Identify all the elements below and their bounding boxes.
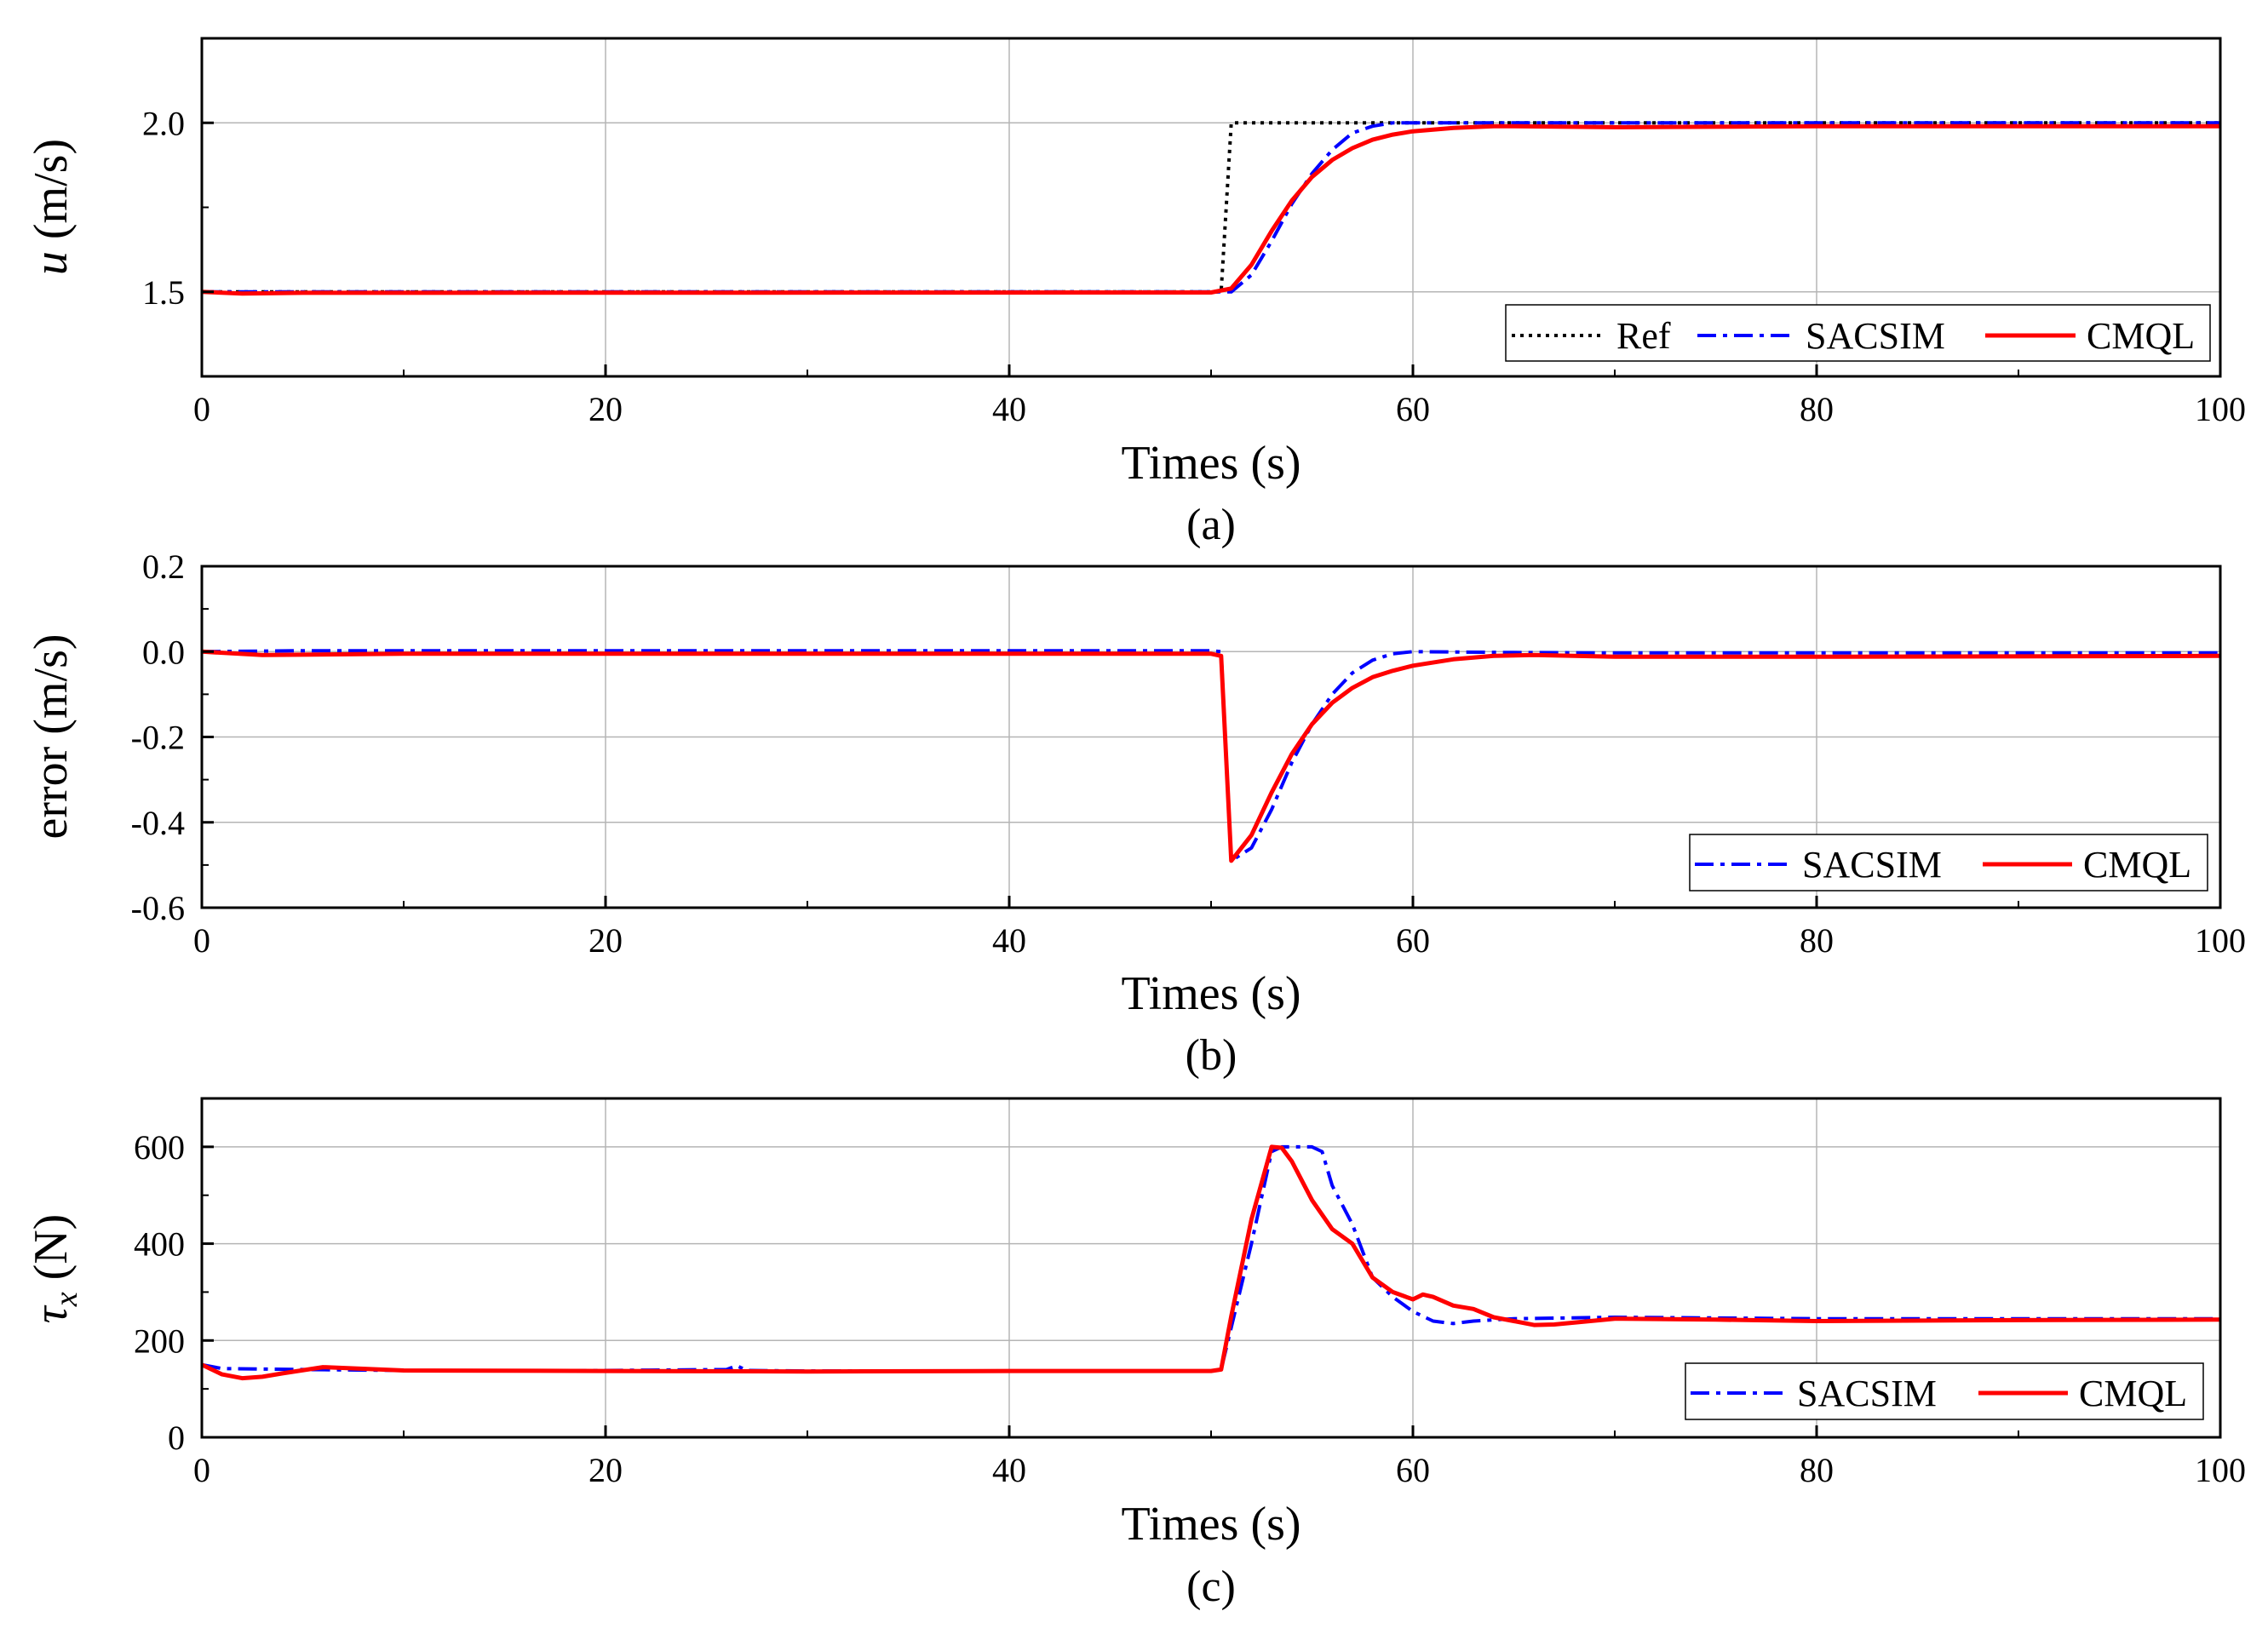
- series-line-sacsim: [202, 121, 2220, 294]
- panel-c-ylabel: τx (N): [25, 1214, 84, 1324]
- panel-c-ticks: 0 20 40 60 80 100 0 200 400 600: [134, 1128, 2246, 1489]
- series-line-sacsim: [202, 1144, 2220, 1373]
- y-tick-label: 600: [134, 1128, 185, 1167]
- panel-b-series: [202, 649, 2220, 863]
- x-tick-label: 100: [2195, 1451, 2246, 1489]
- panel-a-series: [202, 121, 2220, 296]
- panel-c-ylabel-unit: (N): [25, 1214, 78, 1293]
- y-tick-label: 2.0: [142, 104, 185, 142]
- y-tick-label: -0.6: [131, 889, 185, 927]
- panel-a-u-velocity: 0 20 40 60 80 100 1.5 2.0 u (m/s) Times (s) (a)…: [25, 37, 2246, 549]
- x-tick-label: 60: [1396, 1451, 1430, 1489]
- x-tick-label: 20: [589, 921, 623, 960]
- panel-b-legend: SACSIM CMQL: [1689, 834, 2208, 892]
- x-tick-label: 80: [1800, 921, 1834, 960]
- y-tick-label: 0.2: [142, 548, 185, 586]
- panel-a-legend-box: [1505, 304, 2211, 362]
- panel-c-grid: [202, 1098, 2220, 1437]
- panel-b-ylabel: error (m/s): [25, 634, 78, 839]
- y-tick-label: -0.2: [131, 719, 185, 757]
- legend-label-sacsim: SACSIM: [1806, 315, 1945, 357]
- x-tick-label: 80: [1800, 390, 1834, 428]
- series-line-cmql: [202, 123, 2220, 296]
- panel-c-caption: (c): [1186, 1562, 1236, 1611]
- y-tick-label: 1.5: [142, 273, 185, 312]
- y-tick-label: 0: [168, 1419, 185, 1457]
- y-tick-label: 400: [134, 1225, 185, 1264]
- x-tick-label: 100: [2195, 390, 2246, 428]
- panel-a-ylabel: u (m/s): [25, 139, 78, 275]
- series-line-cmql: [202, 1144, 2220, 1381]
- panel-a-caption: (a): [1186, 501, 1236, 549]
- series-line-ref: [202, 121, 2220, 294]
- panel-c-legend: SACSIM CMQL: [1685, 1362, 2204, 1420]
- y-tick-label: 0.0: [142, 633, 185, 671]
- legend-label-ref: Ref: [1616, 315, 1671, 357]
- x-tick-label: 0: [193, 1451, 210, 1489]
- x-tick-label: 40: [992, 921, 1026, 960]
- panel-b-ticks: 0 20 40 60 80 100 -0.6 -0.4 -0.2 0.0 0.2: [131, 548, 2246, 960]
- panel-a-ylabel-unit: (m/s): [25, 139, 78, 251]
- panel-c-xlabel: Times (s): [1121, 1498, 1301, 1551]
- x-tick-label: 0: [193, 921, 210, 960]
- panel-a-xlabel: Times (s): [1121, 437, 1301, 490]
- x-tick-label: 80: [1800, 1451, 1834, 1489]
- x-tick-label: 20: [589, 390, 623, 428]
- legend-label-cmql: CMQL: [2079, 1373, 2187, 1414]
- panel-c-ylabel-subscript: x: [49, 1292, 84, 1307]
- legend-label-sacsim: SACSIM: [1797, 1373, 1937, 1414]
- y-tick-label: -0.4: [131, 804, 185, 842]
- x-tick-label: 40: [992, 1451, 1026, 1489]
- x-tick-label: 0: [193, 390, 210, 428]
- panel-c-series: [202, 1144, 2220, 1381]
- series-line-sacsim: [202, 649, 2220, 863]
- panel-b-xlabel: Times (s): [1121, 967, 1301, 1020]
- legend-label-cmql: CMQL: [2083, 844, 2191, 886]
- legend-label-sacsim: SACSIM: [1802, 844, 1942, 886]
- legend-label-cmql: CMQL: [2087, 315, 2195, 357]
- x-tick-label: 100: [2195, 921, 2246, 960]
- panel-c-ylabel-symbol: τ: [25, 1304, 78, 1323]
- x-tick-label: 60: [1396, 390, 1430, 428]
- panel-a-legend: Ref SACSIM CMQL: [1505, 304, 2211, 362]
- series-line-cmql: [202, 649, 2220, 863]
- panel-a-ticks: 0 20 40 60 80 100 1.5 2.0: [142, 104, 2246, 428]
- panel-b-caption: (b): [1186, 1031, 1237, 1080]
- panel-a-ylabel-symbol: u: [25, 251, 78, 275]
- x-tick-label: 20: [589, 1451, 623, 1489]
- panel-b-error: 0 20 40 60 80 100 -0.6 -0.4 -0.2 0.0 0.2 error (m/…: [25, 548, 2246, 1080]
- x-tick-label: 40: [992, 390, 1026, 428]
- y-tick-label: 200: [134, 1322, 185, 1360]
- x-tick-label: 60: [1396, 921, 1430, 960]
